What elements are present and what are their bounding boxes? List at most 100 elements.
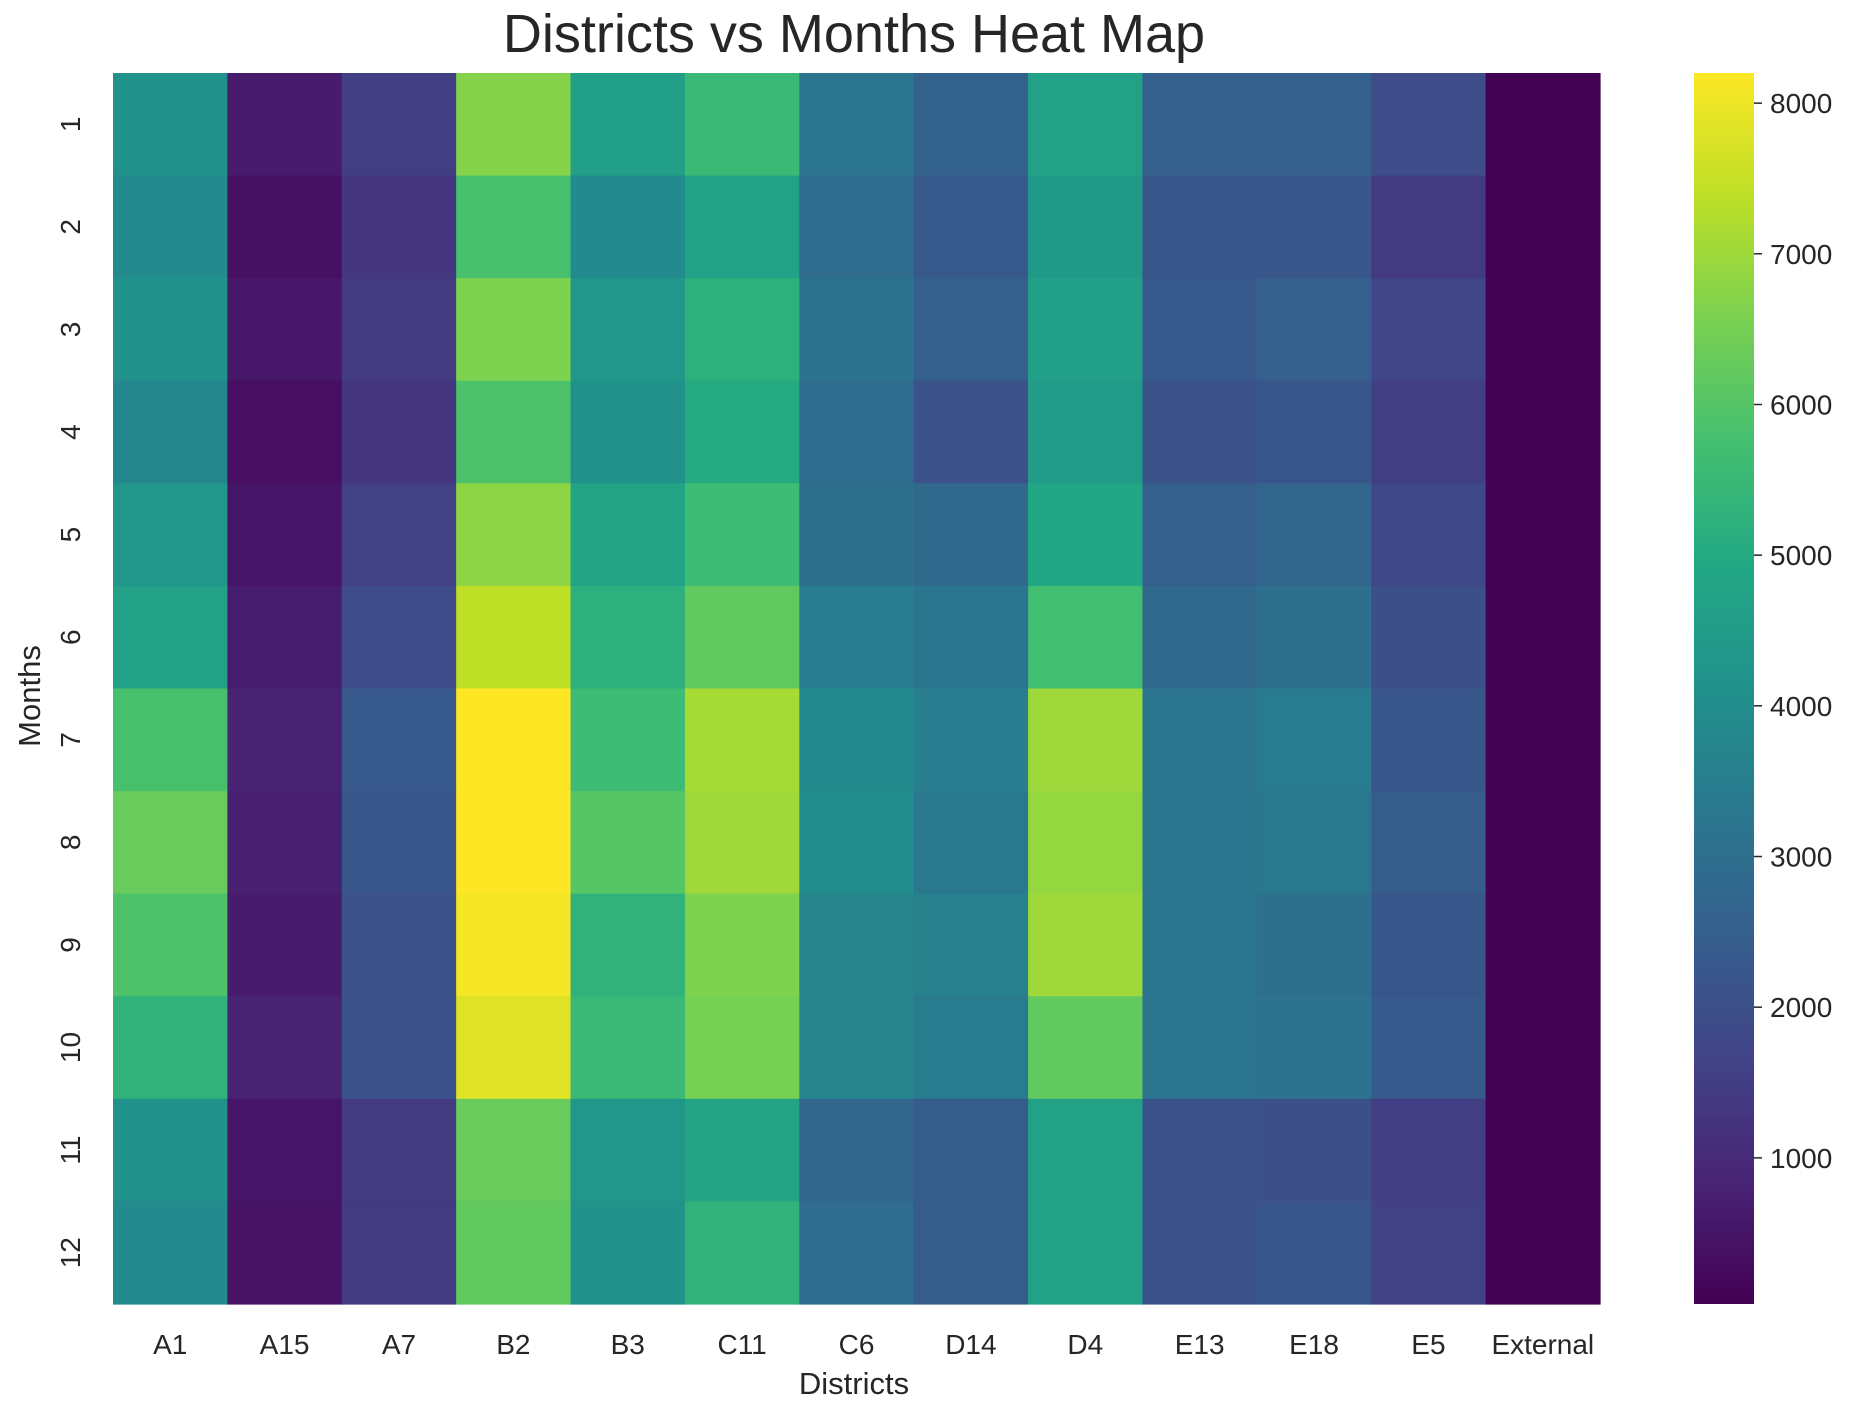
heatmap-cell-8-A7	[341, 791, 457, 895]
heatmap-cell-10-D4	[1028, 996, 1144, 1100]
heatmap-cell-9-E13	[1142, 893, 1258, 997]
heatmap-cell-3-A15	[227, 278, 343, 382]
heatmap-cell-7-E5	[1371, 688, 1487, 792]
heatmap-cell-2-A15	[227, 175, 343, 279]
heatmap-cell-4-C11	[684, 380, 800, 484]
heatmap-cell-5-B3	[570, 483, 686, 587]
colorbar-tick-label: 6000	[1770, 389, 1832, 420]
heatmap-cell-6-External	[1485, 585, 1601, 690]
x-tick-label: C6	[839, 1329, 875, 1360]
heatmap-cell-7-C6	[799, 688, 915, 792]
heatmap-cell-5-C11	[684, 483, 800, 587]
heatmap-cell-1-E13	[1142, 73, 1258, 177]
heatmap-cell-3-External	[1485, 278, 1601, 382]
y-tick-label: 6	[55, 629, 86, 645]
heatmap-cell-9-D4	[1028, 893, 1144, 997]
heatmap-cell-6-D4	[1028, 585, 1144, 690]
heatmap-cell-12-D4	[1028, 1201, 1144, 1305]
heatmap-cell-4-D4	[1028, 380, 1144, 484]
heatmap-cell-11-B3	[570, 1098, 686, 1203]
heatmap-cell-3-D4	[1028, 278, 1144, 382]
heatmap-cell-2-External	[1485, 175, 1601, 279]
x-tick-label: D4	[1067, 1329, 1103, 1360]
x-tick-label: E18	[1289, 1329, 1339, 1360]
heatmap-cell-6-B3	[570, 585, 686, 690]
heatmap-cell-10-E13	[1142, 996, 1258, 1100]
heatmap-cell-8-B2	[456, 791, 572, 895]
heatmap-cell-6-A7	[341, 585, 457, 690]
heatmap-cells	[113, 73, 1601, 1305]
colorbar	[1694, 73, 1754, 1304]
heatmap-cell-8-B3	[570, 791, 686, 895]
heatmap-cell-3-E18	[1256, 278, 1372, 382]
heatmap-cell-12-B3	[570, 1201, 686, 1305]
y-tick-label: 9	[55, 937, 86, 953]
heatmap-cell-1-C11	[684, 73, 800, 177]
heatmap-cell-5-External	[1485, 483, 1601, 587]
heatmap-cell-1-B2	[456, 73, 572, 177]
heatmap-cell-4-A15	[227, 380, 343, 484]
heatmap-cell-3-B3	[570, 278, 686, 382]
y-tick-label: 12	[55, 1237, 86, 1268]
heatmap-cell-10-A7	[341, 996, 457, 1100]
colorbar-tick-label: 2000	[1770, 992, 1832, 1023]
heatmap-cell-9-E5	[1371, 893, 1487, 997]
heatmap-cell-4-E5	[1371, 380, 1487, 484]
heatmap-cell-7-E18	[1256, 688, 1372, 792]
y-tick-label: 11	[55, 1136, 86, 1165]
heatmap-cell-1-D14	[913, 73, 1029, 177]
y-tick-label: 2	[55, 219, 86, 235]
heatmap-cell-1-D4	[1028, 73, 1144, 177]
heatmap-cell-11-D4	[1028, 1098, 1144, 1203]
heatmap-cell-7-E13	[1142, 688, 1258, 792]
heatmap-cell-8-C11	[684, 791, 800, 895]
x-tick-label: B2	[496, 1329, 530, 1360]
y-tick-label: 3	[55, 322, 86, 338]
heatmap-cell-4-External	[1485, 380, 1601, 484]
heatmap-cell-7-B3	[570, 688, 686, 792]
heatmap-cell-9-C6	[799, 893, 915, 997]
heatmap-cell-5-A1	[113, 483, 228, 587]
heatmap-cell-4-B2	[456, 380, 572, 484]
heatmap-cell-8-External	[1485, 791, 1601, 895]
heatmap-cell-11-E18	[1256, 1098, 1372, 1203]
heatmap-cell-11-C6	[799, 1098, 915, 1203]
heatmap-cell-2-E18	[1256, 175, 1372, 279]
heatmap-cell-9-External	[1485, 893, 1601, 997]
x-tick-label: C11	[717, 1329, 766, 1360]
heatmap-cell-2-D14	[913, 175, 1029, 279]
heatmap-cell-11-D14	[913, 1098, 1029, 1203]
heatmap-cell-3-D14	[913, 278, 1029, 382]
colorbar-tick-label: 7000	[1770, 239, 1832, 270]
x-tick-label: E5	[1411, 1329, 1445, 1360]
heatmap-cell-6-E5	[1371, 585, 1487, 690]
colorbar-tick-label: 3000	[1770, 842, 1832, 873]
heatmap-cell-5-E18	[1256, 483, 1372, 587]
heatmap-cell-5-C6	[799, 483, 915, 587]
colorbar-tick-label: 8000	[1770, 88, 1832, 119]
heatmap-cell-4-A7	[341, 380, 457, 484]
heatmap-cell-1-A7	[341, 73, 457, 177]
heatmap-cell-10-B2	[456, 996, 572, 1100]
heatmap-cell-6-E13	[1142, 585, 1258, 690]
x-axis-label: Districts	[799, 1366, 909, 1401]
heatmap-cell-8-A15	[227, 791, 343, 895]
heatmap-cell-6-A1	[113, 585, 228, 690]
heatmap-cell-12-C11	[684, 1201, 800, 1305]
heatmap-cell-7-C11	[684, 688, 800, 792]
heatmap-cell-11-A7	[341, 1098, 457, 1203]
heatmap-cell-3-B2	[456, 278, 572, 382]
heatmap-cell-2-B2	[456, 175, 572, 279]
heatmap-cell-2-B3	[570, 175, 686, 279]
heatmap-cell-8-C6	[799, 791, 915, 895]
heatmap-cell-7-A15	[227, 688, 343, 792]
heatmap-cell-5-E13	[1142, 483, 1258, 587]
heatmap-cell-5-A15	[227, 483, 343, 587]
heatmap-cell-3-A7	[341, 278, 457, 382]
heatmap-cell-9-C11	[684, 893, 800, 997]
heatmap-cell-5-B2	[456, 483, 572, 587]
heatmap-cell-9-A1	[113, 893, 228, 997]
